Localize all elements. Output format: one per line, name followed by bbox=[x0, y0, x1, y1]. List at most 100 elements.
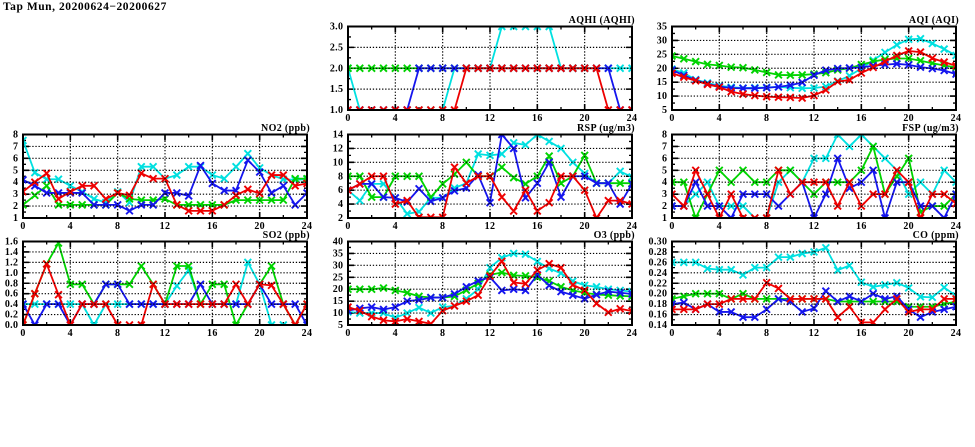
svg-text:8: 8 bbox=[764, 328, 769, 339]
svg-text:8: 8 bbox=[13, 130, 18, 141]
svg-text:0.18: 0.18 bbox=[648, 299, 667, 310]
svg-text:4: 4 bbox=[13, 177, 18, 188]
svg-text:4: 4 bbox=[393, 113, 398, 124]
svg-text:0.0: 0.0 bbox=[5, 320, 19, 331]
svg-text:8: 8 bbox=[115, 221, 120, 232]
svg-text:25: 25 bbox=[333, 272, 344, 283]
svg-text:1.0: 1.0 bbox=[330, 105, 344, 116]
svg-text:4: 4 bbox=[717, 113, 722, 124]
svg-text:30: 30 bbox=[657, 35, 668, 46]
svg-text:0.26: 0.26 bbox=[648, 257, 667, 268]
svg-text:15: 15 bbox=[657, 77, 668, 88]
svg-text:16: 16 bbox=[532, 221, 543, 232]
svg-text:2.5: 2.5 bbox=[330, 42, 344, 53]
svg-text:20: 20 bbox=[579, 328, 590, 339]
svg-text:3: 3 bbox=[662, 189, 667, 200]
svg-text:8: 8 bbox=[764, 221, 769, 232]
svg-text:7: 7 bbox=[662, 141, 667, 152]
svg-text:0.6: 0.6 bbox=[5, 289, 19, 300]
svg-text:12: 12 bbox=[333, 143, 344, 154]
svg-text:0.20: 0.20 bbox=[648, 289, 667, 300]
svg-text:16: 16 bbox=[856, 221, 867, 232]
svg-text:1: 1 bbox=[13, 213, 18, 224]
svg-text:2: 2 bbox=[338, 213, 343, 224]
svg-text:4: 4 bbox=[662, 177, 667, 188]
svg-text:4: 4 bbox=[393, 328, 398, 339]
svg-text:1: 1 bbox=[662, 213, 667, 224]
svg-text:CO (ppm): CO (ppm) bbox=[913, 230, 959, 241]
svg-text:2: 2 bbox=[13, 201, 18, 212]
svg-text:8: 8 bbox=[338, 171, 343, 182]
svg-text:8: 8 bbox=[440, 113, 445, 124]
svg-text:1.6: 1.6 bbox=[5, 237, 19, 248]
svg-text:6: 6 bbox=[338, 185, 343, 196]
svg-text:4: 4 bbox=[393, 221, 398, 232]
svg-text:0.14: 0.14 bbox=[648, 320, 667, 331]
svg-text:24: 24 bbox=[627, 113, 638, 124]
svg-text:20: 20 bbox=[903, 221, 914, 232]
svg-text:8: 8 bbox=[440, 328, 445, 339]
svg-text:24: 24 bbox=[302, 221, 313, 232]
svg-text:20: 20 bbox=[903, 328, 914, 339]
svg-text:0.22: 0.22 bbox=[648, 278, 667, 289]
svg-text:1.2: 1.2 bbox=[5, 257, 19, 268]
svg-text:AQHI (AQHI): AQHI (AQHI) bbox=[569, 15, 635, 26]
svg-text:0.16: 0.16 bbox=[648, 310, 667, 321]
svg-text:40: 40 bbox=[333, 237, 344, 248]
svg-text:5: 5 bbox=[13, 165, 18, 176]
svg-text:16: 16 bbox=[532, 328, 543, 339]
svg-text:25: 25 bbox=[657, 49, 668, 60]
svg-text:8: 8 bbox=[764, 113, 769, 124]
svg-text:20: 20 bbox=[579, 113, 590, 124]
svg-text:5: 5 bbox=[662, 105, 667, 116]
svg-text:20: 20 bbox=[579, 221, 590, 232]
svg-text:4: 4 bbox=[717, 221, 722, 232]
svg-text:24: 24 bbox=[951, 221, 962, 232]
svg-text:24: 24 bbox=[951, 113, 962, 124]
svg-text:12: 12 bbox=[485, 328, 496, 339]
svg-text:0: 0 bbox=[345, 113, 350, 124]
svg-text:RSP (ug/m3): RSP (ug/m3) bbox=[577, 123, 635, 134]
svg-text:16: 16 bbox=[532, 113, 543, 124]
svg-text:SO2 (ppb): SO2 (ppb) bbox=[263, 230, 310, 241]
svg-text:4: 4 bbox=[68, 328, 73, 339]
svg-text:24: 24 bbox=[951, 328, 962, 339]
svg-text:12: 12 bbox=[809, 221, 820, 232]
svg-text:0.2: 0.2 bbox=[5, 310, 19, 321]
svg-text:0: 0 bbox=[669, 328, 674, 339]
svg-text:8: 8 bbox=[662, 130, 667, 141]
svg-text:10: 10 bbox=[333, 308, 344, 319]
svg-text:4: 4 bbox=[717, 328, 722, 339]
svg-text:20: 20 bbox=[254, 221, 265, 232]
svg-text:8: 8 bbox=[440, 221, 445, 232]
svg-text:16: 16 bbox=[856, 328, 867, 339]
svg-text:12: 12 bbox=[160, 221, 171, 232]
svg-text:24: 24 bbox=[627, 328, 638, 339]
svg-text:0: 0 bbox=[669, 113, 674, 124]
svg-text:12: 12 bbox=[809, 328, 820, 339]
svg-text:1.0: 1.0 bbox=[5, 268, 19, 279]
svg-text:0: 0 bbox=[345, 328, 350, 339]
svg-text:5: 5 bbox=[338, 320, 343, 331]
svg-text:AQI (AQI): AQI (AQI) bbox=[909, 15, 959, 26]
svg-text:20: 20 bbox=[254, 328, 265, 339]
svg-text:7: 7 bbox=[13, 141, 18, 152]
svg-text:12: 12 bbox=[160, 328, 171, 339]
svg-text:5: 5 bbox=[662, 165, 667, 176]
svg-text:Tap Mun, 20200624−20200627: Tap Mun, 20200624−20200627 bbox=[3, 1, 167, 13]
svg-text:4: 4 bbox=[68, 221, 73, 232]
svg-text:1.5: 1.5 bbox=[330, 84, 344, 95]
svg-text:20: 20 bbox=[903, 113, 914, 124]
svg-text:20: 20 bbox=[333, 284, 344, 295]
svg-text:0: 0 bbox=[669, 221, 674, 232]
svg-text:15: 15 bbox=[333, 296, 344, 307]
svg-text:4: 4 bbox=[338, 199, 343, 210]
svg-text:0: 0 bbox=[20, 221, 25, 232]
svg-text:6: 6 bbox=[13, 153, 18, 164]
svg-text:0: 0 bbox=[345, 221, 350, 232]
svg-text:30: 30 bbox=[333, 260, 344, 271]
svg-text:16: 16 bbox=[207, 221, 218, 232]
svg-text:8: 8 bbox=[115, 328, 120, 339]
svg-text:NO2 (ppb): NO2 (ppb) bbox=[261, 123, 310, 134]
svg-text:14: 14 bbox=[333, 130, 344, 141]
